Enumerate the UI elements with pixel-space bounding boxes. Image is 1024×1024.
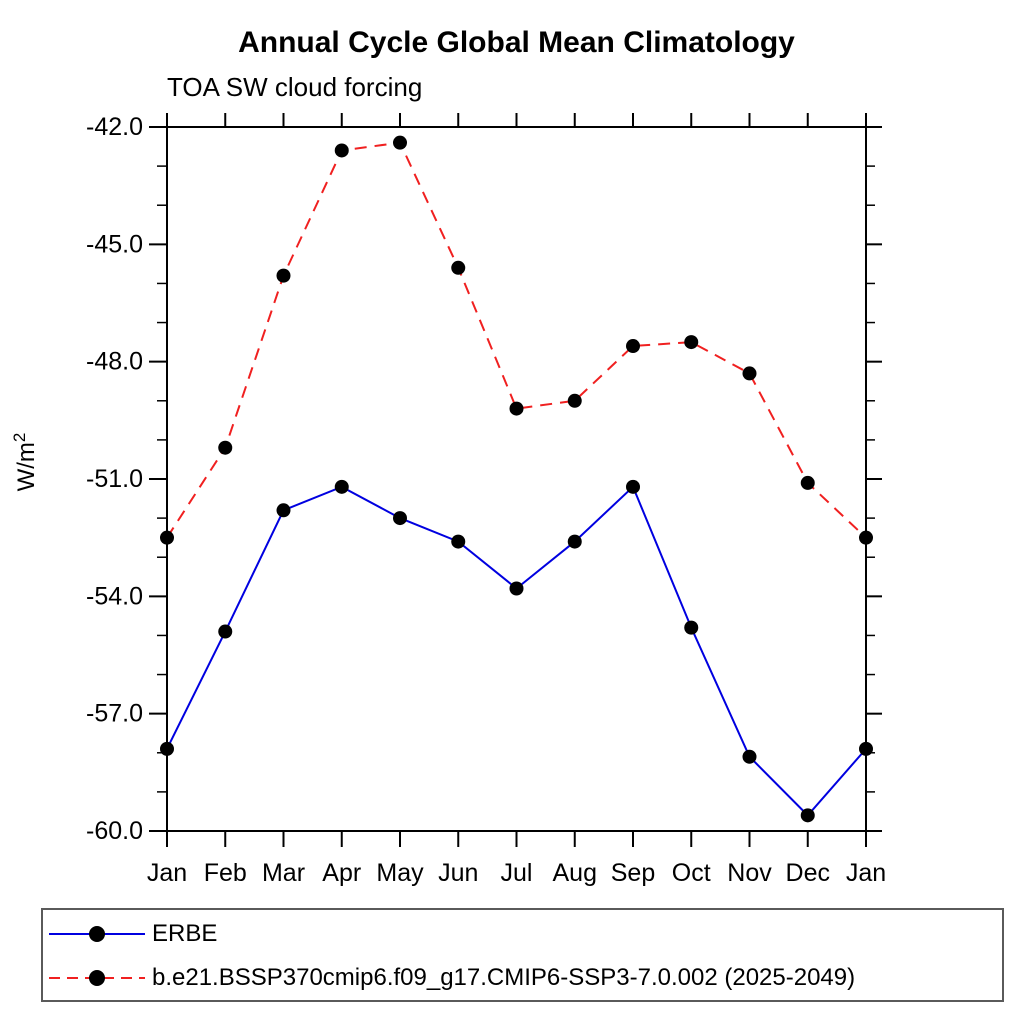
x-tick-label: Mar xyxy=(262,859,305,887)
data-point xyxy=(859,530,873,545)
data-point xyxy=(567,393,582,408)
data-point xyxy=(276,268,291,283)
x-tick-label: Oct xyxy=(672,859,711,887)
legend-item-erbe: ERBE xyxy=(47,920,218,947)
chart-legend: ERBE b.e21.BSSP370cmip6.f09_g17.CMIP6-SS… xyxy=(41,908,1004,1002)
x-tick-label: Jun xyxy=(438,859,478,887)
y-tick-label: -60.0 xyxy=(86,817,143,845)
y-tick-label: -42.0 xyxy=(86,113,143,141)
data-point xyxy=(393,511,407,526)
data-point xyxy=(567,534,582,549)
x-tick-label: Dec xyxy=(786,859,830,887)
data-point xyxy=(509,401,524,416)
legend-line-sample-solid xyxy=(49,926,145,942)
data-point xyxy=(334,143,349,158)
y-axis-label: W/m2 xyxy=(10,433,40,492)
data-point xyxy=(334,479,349,494)
x-tick-label: Jan xyxy=(147,859,187,887)
data-point xyxy=(626,339,640,354)
series-line-0 xyxy=(166,485,867,817)
data-point xyxy=(509,581,524,596)
plot-frame xyxy=(166,126,867,832)
x-tick-label: Nov xyxy=(727,859,772,887)
y-tick-label: -54.0 xyxy=(86,582,143,610)
data-point xyxy=(451,260,466,275)
y-tick-label: -51.0 xyxy=(86,465,143,493)
chart-subtitle: TOA SW cloud forcing xyxy=(167,72,423,102)
data-point xyxy=(742,749,757,764)
data-point xyxy=(451,534,466,549)
x-tick-label: Jan xyxy=(846,859,886,887)
data-point xyxy=(276,503,291,518)
data-point xyxy=(800,475,815,490)
data-point xyxy=(218,624,233,639)
data-point xyxy=(160,530,174,545)
y-tick-label: -57.0 xyxy=(86,700,143,728)
legend-item-model: b.e21.BSSP370cmip6.f09_g17.CMIP6-SSP3-7.… xyxy=(47,964,856,991)
legend-label-model: b.e21.BSSP370cmip6.f09_g17.CMIP6-SSP3-7.… xyxy=(152,964,856,991)
data-point xyxy=(160,741,174,756)
chart-title: Annual Cycle Global Mean Climatology xyxy=(238,26,795,59)
x-tick-label: Feb xyxy=(204,859,247,887)
data-point xyxy=(742,366,757,381)
data-point xyxy=(626,479,640,494)
data-point xyxy=(218,440,233,455)
x-tick-label: Apr xyxy=(322,859,361,887)
data-point xyxy=(684,620,699,635)
x-tick-label: May xyxy=(376,859,424,887)
data-point xyxy=(859,741,873,756)
legend-label-erbe: ERBE xyxy=(152,920,218,947)
data-point xyxy=(684,335,699,350)
y-tick-label: -45.0 xyxy=(86,230,143,258)
x-tick-label: Aug xyxy=(553,859,597,887)
x-tick-label: Jul xyxy=(501,859,533,887)
series-line-1 xyxy=(166,141,867,539)
data-point xyxy=(393,135,407,150)
y-tick-label: -48.0 xyxy=(86,348,143,376)
data-point xyxy=(800,808,815,823)
legend-line-sample-dashed xyxy=(49,970,145,986)
x-tick-label: Sep xyxy=(611,859,655,887)
